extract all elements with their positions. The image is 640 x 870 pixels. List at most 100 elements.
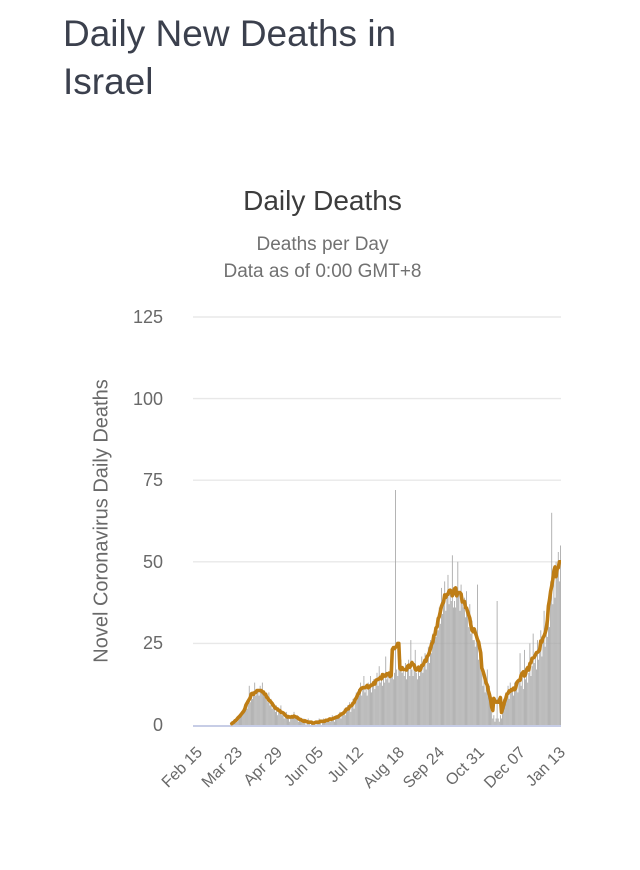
- bar: [501, 718, 502, 725]
- bar: [276, 705, 277, 725]
- bar: [338, 715, 340, 725]
- bar: [509, 682, 511, 725]
- bar: [424, 653, 426, 725]
- bar: [482, 685, 484, 725]
- bar: [418, 669, 419, 725]
- bar: [339, 711, 341, 725]
- bar: [420, 666, 422, 725]
- bar: [397, 676, 399, 725]
- bar: [329, 721, 331, 725]
- bar: [525, 679, 526, 725]
- bar: [248, 685, 250, 725]
- bar: [342, 711, 344, 725]
- bar: [354, 702, 356, 725]
- bar: [492, 718, 494, 725]
- bar: [396, 669, 398, 725]
- page-title: Daily New Deaths in Israel: [63, 13, 397, 102]
- bar: [515, 689, 517, 725]
- bar: [295, 718, 297, 725]
- y-tick-label-25: 25: [142, 633, 163, 654]
- bar: [457, 561, 459, 725]
- bar: [332, 718, 334, 725]
- bar: [367, 682, 369, 725]
- bar: [355, 692, 357, 725]
- bar: [451, 555, 453, 725]
- bar: [412, 676, 414, 725]
- bar: [411, 669, 413, 725]
- bar: [437, 630, 439, 725]
- bar: [279, 711, 281, 725]
- bar: [280, 705, 282, 725]
- bar: [506, 695, 508, 725]
- bar: [553, 571, 555, 725]
- bar: [537, 640, 538, 725]
- bar: [244, 711, 246, 725]
- bar: [259, 685, 261, 725]
- bar: [333, 721, 335, 725]
- y-tick-label-125: 125: [132, 307, 163, 327]
- moving-average-line: [229, 560, 561, 726]
- bar: [350, 711, 352, 725]
- bar: [517, 692, 519, 725]
- bar: [263, 695, 264, 725]
- bar: [356, 698, 358, 725]
- plot-area[interactable]: [193, 310, 561, 731]
- bar: [422, 672, 424, 725]
- bar: [402, 666, 404, 725]
- bar: [268, 692, 270, 725]
- bar: [521, 676, 523, 725]
- bar: [270, 698, 272, 725]
- chart-data-note: Data as of 0:00 GMT+8: [223, 261, 422, 282]
- bar: [555, 561, 557, 725]
- bar: [370, 676, 371, 725]
- bar: [450, 601, 452, 725]
- bar: [343, 708, 345, 725]
- bar: [489, 685, 490, 725]
- bar: [467, 610, 469, 725]
- bar: [335, 718, 336, 725]
- bar: [448, 604, 450, 725]
- bar: [282, 711, 284, 725]
- bar: [499, 715, 501, 725]
- bar: [518, 679, 520, 725]
- bar: [243, 708, 245, 725]
- bar: [560, 545, 561, 725]
- bar: [471, 620, 473, 725]
- bar: [516, 685, 518, 725]
- bar: [238, 718, 240, 725]
- bar: [284, 715, 286, 725]
- bar: [258, 695, 260, 725]
- bar: [460, 584, 462, 725]
- bar: [372, 685, 374, 725]
- bar: [495, 718, 497, 725]
- bar: [236, 721, 238, 725]
- bar: [415, 672, 417, 725]
- bar: [267, 702, 269, 725]
- bar: [445, 610, 447, 725]
- bar: [416, 679, 418, 725]
- bar: [480, 666, 482, 725]
- bar: [550, 581, 552, 725]
- bar: [360, 682, 362, 725]
- bar: [429, 663, 430, 725]
- bar: [409, 676, 411, 725]
- bar: [528, 672, 530, 725]
- y-tick-label-0: 0: [152, 715, 163, 735]
- bar: [388, 682, 390, 725]
- bar: [346, 711, 347, 725]
- bar: [542, 640, 544, 725]
- bar: [458, 594, 460, 725]
- bar: [463, 597, 465, 725]
- bar: [508, 698, 510, 725]
- bar: [462, 607, 464, 725]
- bar: [527, 682, 529, 725]
- bar: [423, 663, 425, 725]
- bar: [264, 692, 265, 725]
- bar: [494, 721, 496, 725]
- bar: [414, 649, 416, 725]
- bar: [538, 659, 540, 725]
- bar: [478, 659, 479, 725]
- bar: [472, 640, 474, 725]
- bar: [474, 646, 476, 725]
- bar: [483, 672, 485, 725]
